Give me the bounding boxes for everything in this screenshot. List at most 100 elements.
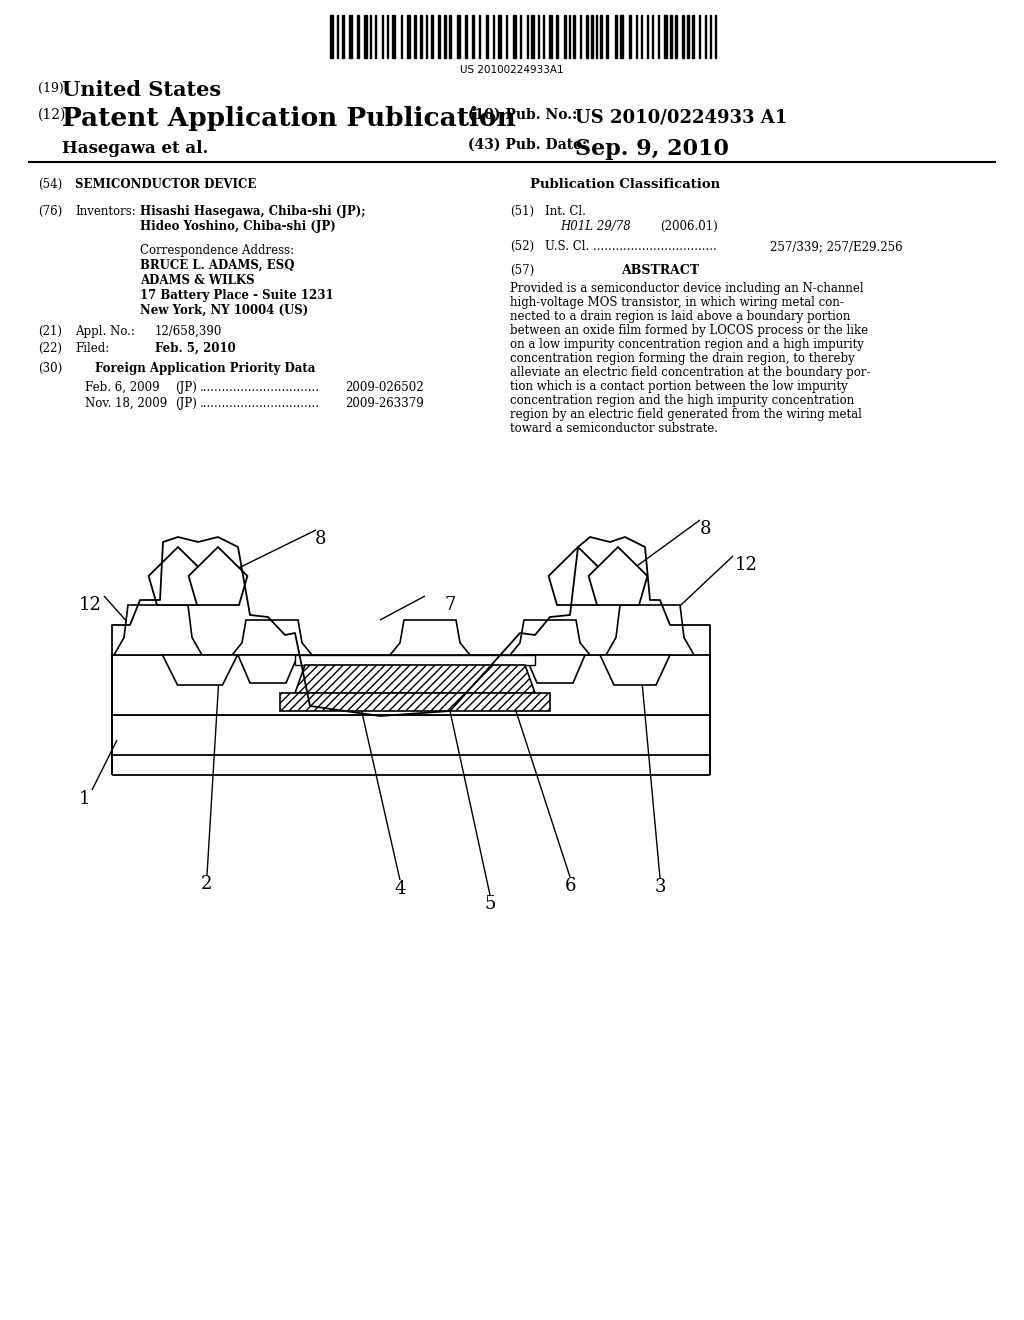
Text: (57): (57) — [510, 264, 535, 277]
Polygon shape — [112, 655, 710, 715]
Text: 257/339; 257/E29.256: 257/339; 257/E29.256 — [770, 240, 902, 253]
Text: H01L 29/78: H01L 29/78 — [560, 220, 631, 234]
Text: (JP): (JP) — [175, 381, 197, 393]
Polygon shape — [589, 546, 647, 605]
Bar — [675, 15, 677, 58]
Bar — [407, 15, 410, 58]
Text: Foreign Application Priority Data: Foreign Application Priority Data — [95, 362, 315, 375]
Text: Hasegawa et al.: Hasegawa et al. — [62, 140, 208, 157]
Polygon shape — [238, 655, 298, 682]
Text: alleviate an electric field concentration at the boundary por-: alleviate an electric field concentratio… — [510, 366, 870, 379]
Text: 5: 5 — [484, 895, 496, 913]
Bar — [349, 15, 352, 58]
Text: ................................: ................................ — [200, 397, 319, 411]
Polygon shape — [295, 665, 535, 693]
Text: (10) Pub. No.:: (10) Pub. No.: — [468, 108, 578, 121]
Text: region by an electric field generated from the wiring metal: region by an electric field generated fr… — [510, 408, 862, 421]
Text: 6: 6 — [564, 876, 575, 895]
Bar — [620, 15, 623, 58]
Text: (76): (76) — [38, 205, 62, 218]
Bar — [444, 15, 446, 58]
Bar — [438, 15, 440, 58]
Bar — [513, 15, 516, 58]
Text: New York, NY 10004 (US): New York, NY 10004 (US) — [140, 304, 308, 317]
Text: (22): (22) — [38, 342, 62, 355]
Bar — [556, 15, 558, 58]
Text: BRUCE L. ADAMS, ESQ: BRUCE L. ADAMS, ESQ — [140, 259, 295, 272]
Text: Inventors:: Inventors: — [75, 205, 136, 218]
Bar — [687, 15, 689, 58]
Polygon shape — [390, 620, 470, 655]
Text: (12): (12) — [38, 108, 67, 121]
Bar — [629, 15, 631, 58]
Bar — [682, 15, 684, 58]
Text: on a low impurity concentration region and a high impurity: on a low impurity concentration region a… — [510, 338, 864, 351]
Polygon shape — [163, 655, 238, 685]
Polygon shape — [510, 620, 590, 655]
Bar — [591, 15, 593, 58]
Text: (30): (30) — [38, 362, 62, 375]
Bar — [692, 15, 694, 58]
Text: Publication Classification: Publication Classification — [530, 178, 720, 191]
Polygon shape — [112, 715, 710, 755]
Text: Nov. 18, 2009: Nov. 18, 2009 — [85, 397, 167, 411]
Bar — [330, 15, 333, 58]
Bar — [573, 15, 575, 58]
Polygon shape — [549, 546, 607, 605]
Text: US 2010/0224933 A1: US 2010/0224933 A1 — [575, 108, 787, 125]
Polygon shape — [148, 546, 208, 605]
Text: 2: 2 — [202, 875, 213, 894]
Text: nected to a drain region is laid above a boundary portion: nected to a drain region is laid above a… — [510, 310, 850, 323]
Bar — [564, 15, 566, 58]
Bar — [664, 15, 667, 58]
Bar — [364, 15, 367, 58]
Text: concentration region forming the drain region, to thereby: concentration region forming the drain r… — [510, 352, 855, 366]
Text: (54): (54) — [38, 178, 62, 191]
Bar — [549, 15, 552, 58]
Bar — [600, 15, 602, 58]
Text: (51): (51) — [510, 205, 535, 218]
Text: 8: 8 — [700, 520, 712, 539]
Bar — [472, 15, 474, 58]
Text: Filed:: Filed: — [75, 342, 110, 355]
Text: SEMICONDUCTOR DEVICE: SEMICONDUCTOR DEVICE — [75, 178, 256, 191]
Bar — [498, 15, 501, 58]
Text: concentration region and the high impurity concentration: concentration region and the high impuri… — [510, 393, 854, 407]
Text: Feb. 6, 2009: Feb. 6, 2009 — [85, 381, 160, 393]
Text: ................................: ................................ — [200, 381, 319, 393]
Text: between an oxide film formed by LOCOS process or the like: between an oxide film formed by LOCOS pr… — [510, 323, 868, 337]
Polygon shape — [280, 693, 550, 711]
Text: (2006.01): (2006.01) — [660, 220, 718, 234]
Polygon shape — [606, 605, 694, 655]
Polygon shape — [295, 655, 535, 665]
Text: Int. Cl.: Int. Cl. — [545, 205, 586, 218]
Text: Correspondence Address:: Correspondence Address: — [140, 244, 294, 257]
Text: 12: 12 — [79, 597, 102, 614]
Text: high-voltage MOS transistor, in which wiring metal con-: high-voltage MOS transistor, in which wi… — [510, 296, 844, 309]
Text: (21): (21) — [38, 325, 62, 338]
Text: Hideo Yoshino, Chiba-shi (JP): Hideo Yoshino, Chiba-shi (JP) — [140, 220, 336, 234]
Text: Feb. 5, 2010: Feb. 5, 2010 — [155, 342, 236, 355]
Text: tion which is a contact portion between the low impurity: tion which is a contact portion between … — [510, 380, 848, 393]
Text: Sep. 9, 2010: Sep. 9, 2010 — [575, 139, 729, 160]
Text: 17 Battery Place - Suite 1231: 17 Battery Place - Suite 1231 — [140, 289, 334, 302]
Text: toward a semiconductor substrate.: toward a semiconductor substrate. — [510, 422, 718, 436]
Text: 12: 12 — [735, 556, 758, 574]
Text: US 20100224933A1: US 20100224933A1 — [460, 65, 564, 75]
Text: (43) Pub. Date:: (43) Pub. Date: — [468, 139, 587, 152]
Text: ABSTRACT: ABSTRACT — [621, 264, 699, 277]
Bar — [606, 15, 608, 58]
Text: 3: 3 — [654, 878, 666, 896]
Bar — [342, 15, 344, 58]
Bar — [357, 15, 359, 58]
Text: (JP): (JP) — [175, 397, 197, 411]
Text: 12/658,390: 12/658,390 — [155, 325, 222, 338]
Bar — [392, 15, 395, 58]
Text: 2009-263379: 2009-263379 — [345, 397, 424, 411]
Text: Hisashi Hasegawa, Chiba-shi (JP);: Hisashi Hasegawa, Chiba-shi (JP); — [140, 205, 366, 218]
Polygon shape — [188, 546, 248, 605]
Bar — [615, 15, 617, 58]
Text: Provided is a semiconductor device including an N-channel: Provided is a semiconductor device inclu… — [510, 282, 863, 294]
Text: (19): (19) — [38, 82, 63, 95]
Bar — [465, 15, 467, 58]
